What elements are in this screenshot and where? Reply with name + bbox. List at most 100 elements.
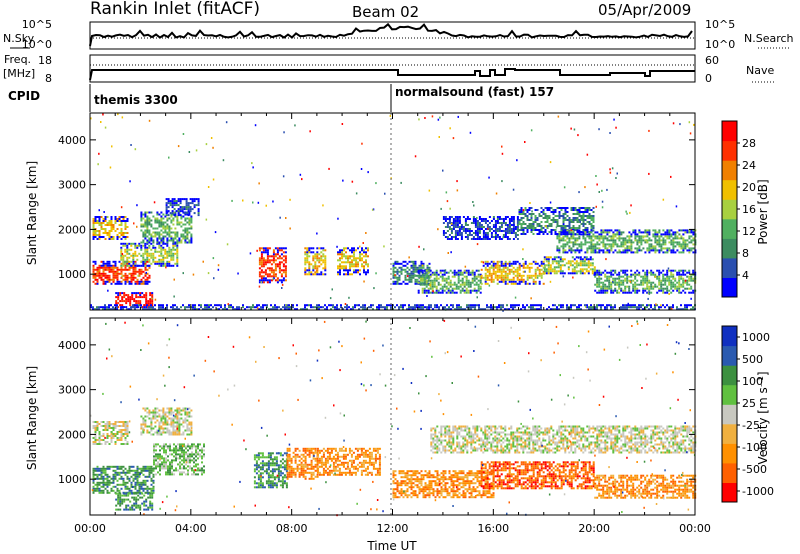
echo-cell	[652, 271, 655, 274]
echo-cell	[102, 232, 105, 234]
echo-cell	[266, 259, 269, 262]
echo-cell	[143, 306, 146, 309]
echo-cell	[570, 233, 573, 236]
echo-cell	[456, 308, 458, 311]
echo-cell	[682, 233, 685, 236]
speckle	[120, 206, 123, 209]
echo-cell	[102, 433, 105, 435]
echo-cell	[580, 217, 583, 219]
echo-cell	[92, 274, 95, 277]
echo-cell	[578, 251, 581, 254]
echo-cell	[458, 216, 461, 218]
speckle	[562, 275, 565, 278]
echo-cell	[266, 281, 269, 284]
echo-cell	[680, 308, 682, 311]
echo-cell	[614, 241, 617, 244]
echo-cell	[474, 238, 477, 240]
echo-cell	[142, 233, 145, 236]
echo-cell	[370, 306, 372, 309]
echo-cell	[646, 239, 649, 242]
speckle	[134, 148, 137, 151]
echo-cell	[418, 308, 420, 311]
echo-cell	[692, 231, 695, 234]
echo-cell	[162, 225, 165, 228]
echo-cell	[150, 417, 153, 420]
echo-cell	[602, 237, 605, 240]
echo-cell	[592, 243, 595, 246]
echo-cell	[340, 304, 342, 307]
echo-cell	[522, 270, 525, 273]
echo-cell	[488, 270, 491, 273]
echo-cell	[124, 429, 127, 431]
echo-cell	[686, 245, 689, 248]
echo-cell	[600, 241, 603, 244]
echo-cell	[502, 280, 505, 283]
echo-cell	[449, 291, 452, 294]
echo-cell	[514, 270, 517, 273]
echo-cell	[324, 267, 327, 270]
echo-cell	[96, 308, 98, 311]
echo-cell	[148, 237, 151, 240]
echo-cell	[146, 217, 149, 220]
echo-cell	[425, 275, 428, 278]
echo-cell	[270, 308, 272, 311]
echo-cell	[476, 230, 479, 232]
echo-cell	[102, 228, 105, 230]
echo-cell	[131, 298, 134, 301]
echo-cell	[162, 415, 165, 418]
echo-cell	[100, 216, 103, 218]
echo-cell	[512, 270, 515, 273]
echo-cell	[678, 237, 681, 240]
speckle	[442, 169, 444, 172]
echo-cell	[154, 415, 157, 418]
echo-cell	[179, 214, 182, 217]
echo-cell	[117, 294, 120, 297]
echo-cell	[122, 220, 125, 222]
echo-cell	[122, 308, 124, 311]
echo-cell	[121, 304, 124, 307]
echo-cell	[624, 243, 627, 246]
echo-cell	[268, 261, 271, 264]
echo-cell	[464, 224, 467, 226]
echo-cell	[664, 291, 667, 294]
echo-cell	[179, 200, 182, 203]
echo-cell	[512, 306, 514, 309]
echo-cell	[590, 306, 592, 309]
echo-cell	[670, 251, 673, 254]
echo-cell	[516, 274, 519, 277]
echo-cell	[437, 273, 440, 276]
echo-cell	[314, 255, 317, 258]
echo-cell	[154, 221, 157, 224]
echo-cell	[129, 300, 132, 303]
echo-cell	[224, 304, 226, 307]
echo-cell	[520, 227, 523, 229]
echo-cell	[472, 304, 474, 307]
echo-cell	[118, 425, 121, 427]
speckle	[281, 287, 283, 289]
cpid-label: CPID	[8, 89, 40, 103]
echo-cell	[594, 231, 597, 234]
echo-cell	[614, 269, 617, 272]
echo-cell	[146, 407, 149, 410]
echo-cell	[124, 276, 127, 279]
echo-cell	[142, 252, 145, 255]
echo-cell	[174, 237, 177, 240]
echo-cell	[127, 294, 130, 297]
colorbar-tick-label: 16	[742, 203, 756, 216]
echo-cell	[160, 211, 163, 214]
echo-cell	[464, 220, 467, 222]
echo-cell	[439, 287, 442, 290]
echo-cell	[461, 283, 464, 286]
echo-cell	[562, 219, 565, 221]
echo-cell	[473, 271, 476, 274]
echo-cell	[475, 283, 478, 286]
echo-cell	[566, 251, 569, 254]
echo-cell	[652, 308, 654, 311]
echo-cell	[116, 234, 119, 236]
echo-cell	[106, 421, 109, 423]
echo-cell	[145, 302, 148, 305]
echo-cell	[188, 231, 191, 234]
echo-cell	[488, 238, 491, 240]
echo-cell	[686, 249, 689, 252]
echo-cell	[622, 308, 624, 311]
